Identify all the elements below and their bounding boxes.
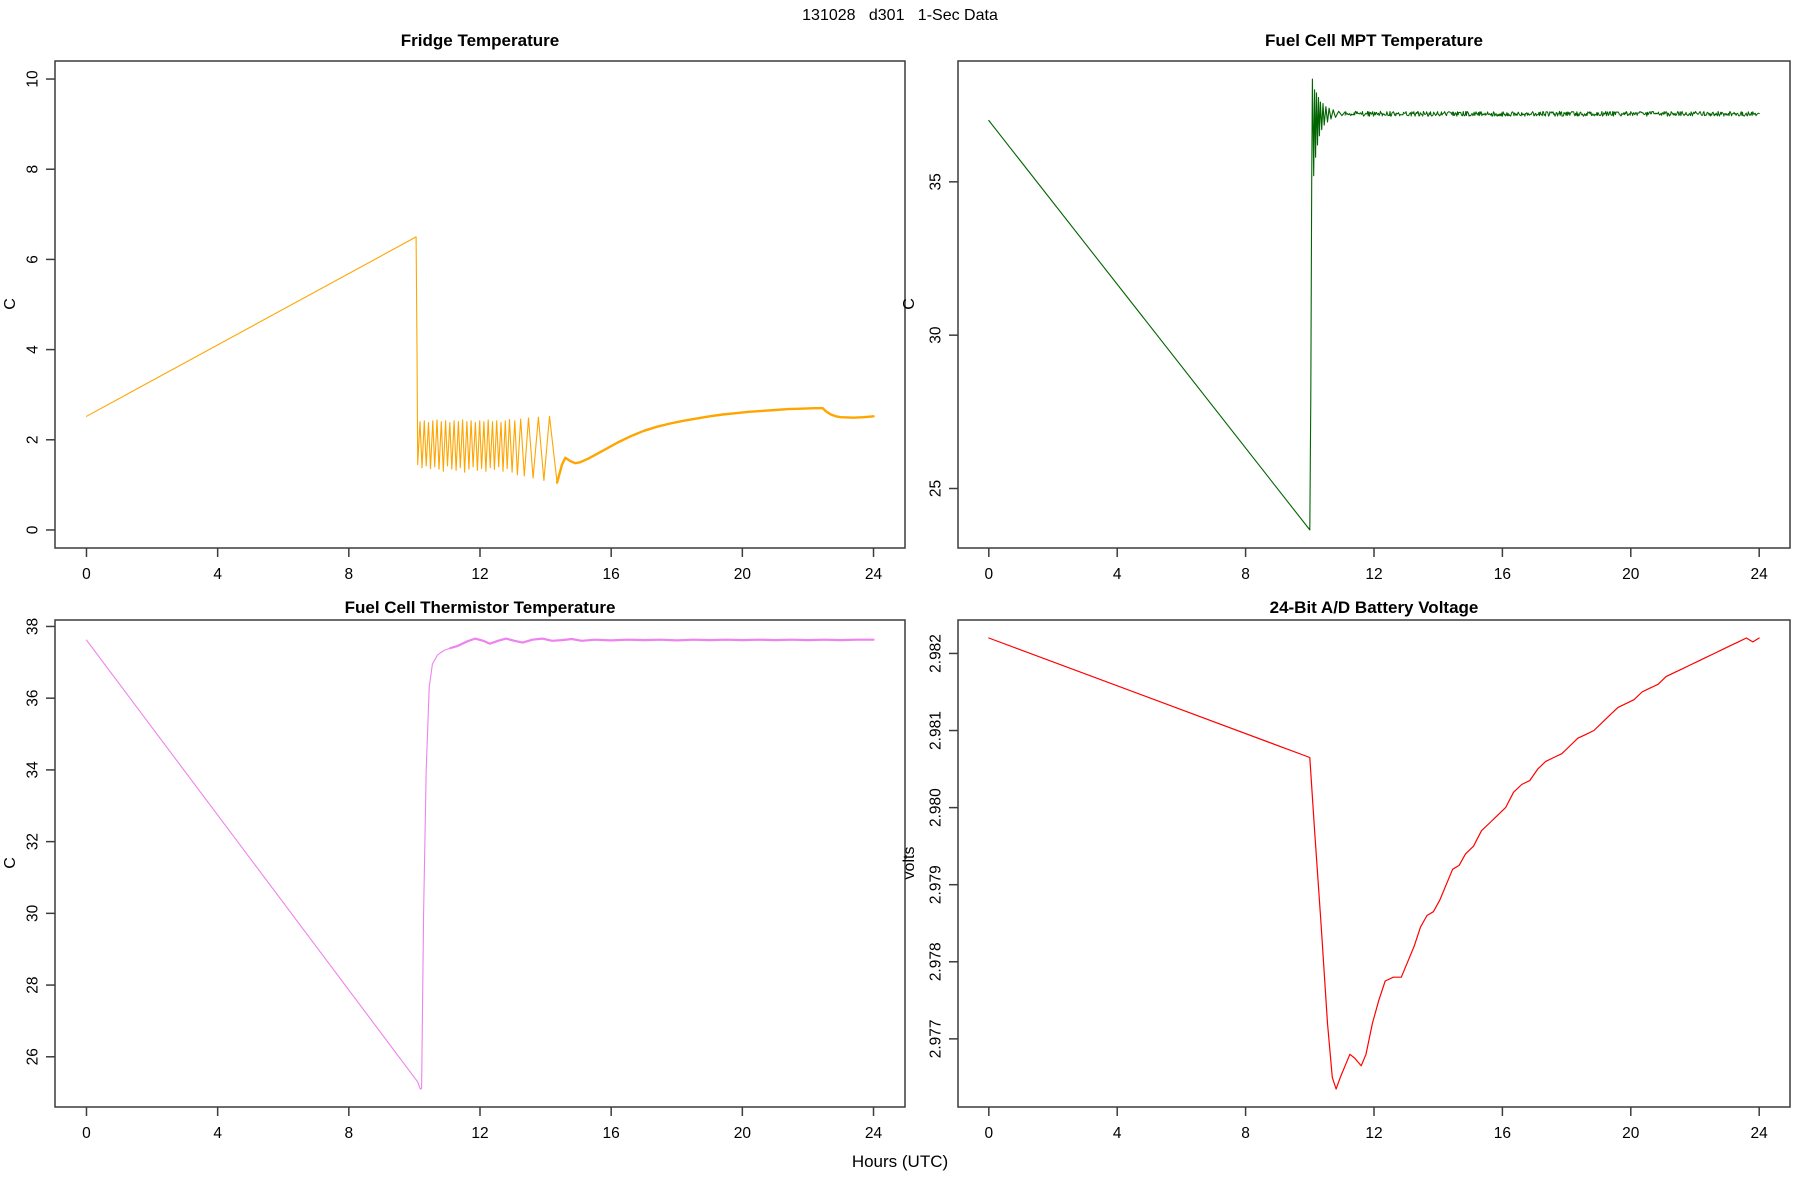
series-line-battery-voltage — [988, 637, 1760, 1090]
y-tick-label: 34 — [25, 761, 42, 779]
y-tick-label: 30 — [928, 326, 945, 344]
series-line-steady-state-noisy — [1344, 110, 1760, 117]
x-tick-label: 8 — [345, 1125, 354, 1142]
y-tick-label: 0 — [25, 525, 42, 534]
x-tick-label: 24 — [1751, 566, 1769, 583]
y-tick-label: 32 — [25, 833, 42, 850]
series-line-cooldown-and-recovery — [85, 639, 452, 1090]
x-tick-label: 20 — [734, 566, 752, 583]
x-tick-label: 4 — [1113, 1125, 1122, 1142]
y-axis-label: volts — [901, 847, 918, 880]
x-tick-label: 4 — [213, 1125, 222, 1142]
x-tick-label: 8 — [345, 566, 354, 583]
series-line-ramp-and-cycling — [85, 236, 558, 484]
x-tick-label: 20 — [1622, 566, 1640, 583]
y-tick-label: 35 — [928, 173, 945, 190]
y-tick-label: 2.981 — [928, 711, 945, 750]
y-tick-label: 2.979 — [928, 865, 945, 904]
y-tick-label: 2.978 — [928, 942, 945, 981]
panel-title: Fuel Cell Thermistor Temperature — [345, 598, 616, 617]
y-tick-label: 2.982 — [928, 634, 945, 673]
series-line-steady-state — [449, 637, 875, 650]
y-tick-label: 2.977 — [928, 1019, 945, 1058]
x-tick-label: 20 — [734, 1125, 752, 1142]
x-tick-label: 0 — [985, 566, 994, 583]
y-tick-label: 2.980 — [928, 788, 945, 827]
panel-title: 24-Bit A/D Battery Voltage — [1270, 598, 1479, 617]
x-tick-label: 0 — [82, 566, 91, 583]
x-tick-label: 16 — [603, 1125, 620, 1142]
x-tick-label: 24 — [865, 566, 883, 583]
x-tick-label: 4 — [1113, 566, 1122, 583]
y-tick-label: 10 — [25, 70, 42, 88]
plot-box — [54, 619, 906, 1108]
x-tick-label: 4 — [213, 566, 222, 583]
y-tick-label: 4 — [25, 345, 42, 354]
panel-battery-voltage: 24-Bit A/D Battery Voltage volts 0 4 8 12 16… — [901, 598, 1791, 1142]
panel-title: Fuel Cell MPT Temperature — [1265, 31, 1483, 50]
plot-box — [957, 60, 1791, 549]
plot-box — [54, 60, 906, 549]
y-tick-label: 26 — [25, 1048, 42, 1065]
y-tick-label: 25 — [928, 480, 945, 497]
y-tick-label: 8 — [25, 165, 42, 174]
y-tick-label: 36 — [25, 690, 42, 707]
x-tick-label: 24 — [1751, 1125, 1769, 1142]
y-tick-label: 30 — [25, 904, 42, 922]
y-axis-label: C — [901, 298, 918, 310]
x-tick-label: 24 — [865, 1125, 883, 1142]
y-tick-label: 28 — [25, 976, 42, 993]
x-tick-label: 20 — [1622, 1125, 1640, 1142]
y-tick-label: 2 — [25, 435, 42, 444]
y-tick-label: 6 — [25, 255, 42, 264]
plot-box — [957, 619, 1791, 1108]
x-tick-label: 8 — [1241, 566, 1250, 583]
y-tick-label: 38 — [25, 618, 42, 635]
x-tick-label: 12 — [471, 566, 488, 583]
x-tick-label: 8 — [1241, 1125, 1250, 1142]
x-tick-label: 16 — [1494, 1125, 1511, 1142]
x-tick-label: 12 — [471, 1125, 488, 1142]
x-tick-label: 0 — [985, 1125, 994, 1142]
x-tick-label: 12 — [1365, 566, 1382, 583]
y-axis-label: C — [2, 857, 19, 869]
y-axis-label: C — [2, 298, 19, 310]
panel-title: Fridge Temperature — [401, 31, 559, 50]
figure-title: 131028 d301 1-Sec Data — [802, 7, 998, 24]
panel-fuel-cell-mpt-temperature: Fuel Cell MPT Temperature C 0 4 8 12 16 20 24 2… — [901, 31, 1791, 583]
x-axis-label: Hours (UTC) — [851, 1152, 949, 1171]
x-tick-label: 16 — [1494, 566, 1511, 583]
x-tick-label: 0 — [82, 1125, 91, 1142]
series-line-cooldown-and-ringing — [988, 78, 1346, 531]
panel-fuel-cell-thermistor-temperature: Fuel Cell Thermistor Temperature C 0 4 8 12… — [2, 598, 906, 1142]
x-tick-label: 16 — [603, 566, 620, 583]
series-line-recovery-tail — [555, 407, 875, 484]
x-tick-label: 12 — [1365, 1125, 1382, 1142]
